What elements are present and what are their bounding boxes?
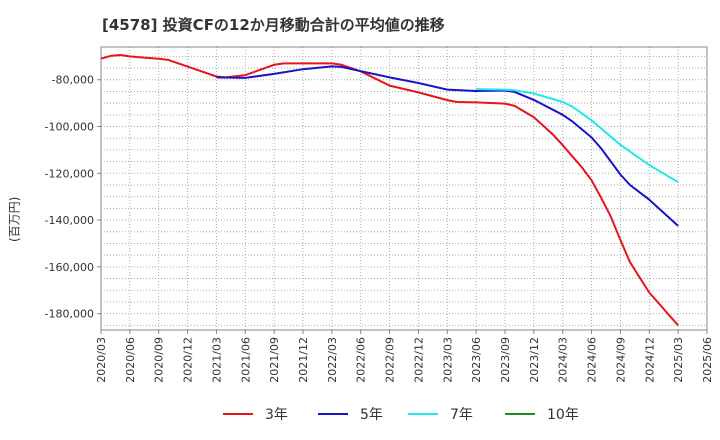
x-tick-label: 2020/09 [153,337,166,383]
legend-label-5年: 5年 [360,407,383,423]
legend: 3年 5年 7年 10年 [223,407,579,423]
plot-frame [100,46,708,331]
legend-label-10年: 10年 [547,407,579,423]
x-tick-label: 2025/03 [672,337,685,383]
x-tick-label: 2020/03 [95,337,108,383]
x-tick-label: 2024/06 [586,337,599,383]
x-tick-label: 2022/03 [326,337,339,383]
y-tick-label: -160,000 [45,261,94,274]
chart-title: [4578] 投資CFの12か月移動合計の平均値の推移 [102,16,445,34]
x-tick-label: 2022/12 [412,337,425,383]
x-tick-label: 2020/06 [124,337,137,383]
y-tick-label: -140,000 [45,214,94,227]
y-tick-label: -80,000 [52,74,94,87]
y-tick-label: -180,000 [45,308,94,321]
x-tick-label: 2023/03 [441,337,454,383]
x-tick-label: 2023/06 [470,337,483,383]
x-tick-label: 2023/12 [528,337,541,383]
legend-label-7年: 7年 [450,407,473,423]
x-tick-label: 2024/12 [643,337,656,383]
y-axis: -80,000 -100,000 -120,000 -140,000 -160,000 -… [45,74,101,321]
y-tick-label: -120,000 [45,167,94,180]
x-tick-label: 2024/03 [557,337,570,383]
x-tick-label: 2021/12 [297,337,310,383]
x-tick-label: 2024/09 [614,337,627,383]
grid-lines [101,47,707,330]
x-tick-label: 2023/09 [499,337,512,383]
legend-label-3年: 3年 [265,407,288,423]
series-line-7年 [476,88,679,184]
x-tick-label: 2022/06 [355,337,368,383]
series-lines [100,54,679,326]
x-tick-label: 2022/09 [384,337,397,383]
y-tick-label: -100,000 [45,121,94,134]
x-tick-label: 2025/06 [701,337,714,383]
x-axis: 2020/03 2020/06 2020/09 2020/12 2021/03 2021/… [95,330,714,383]
x-tick-label: 2020/12 [182,337,195,383]
x-tick-label: 2021/06 [239,337,252,383]
series-line-5年 [216,65,679,227]
x-tick-label: 2021/09 [268,337,281,383]
series-line-3年 [100,54,679,326]
x-tick-label: 2021/03 [210,337,223,383]
